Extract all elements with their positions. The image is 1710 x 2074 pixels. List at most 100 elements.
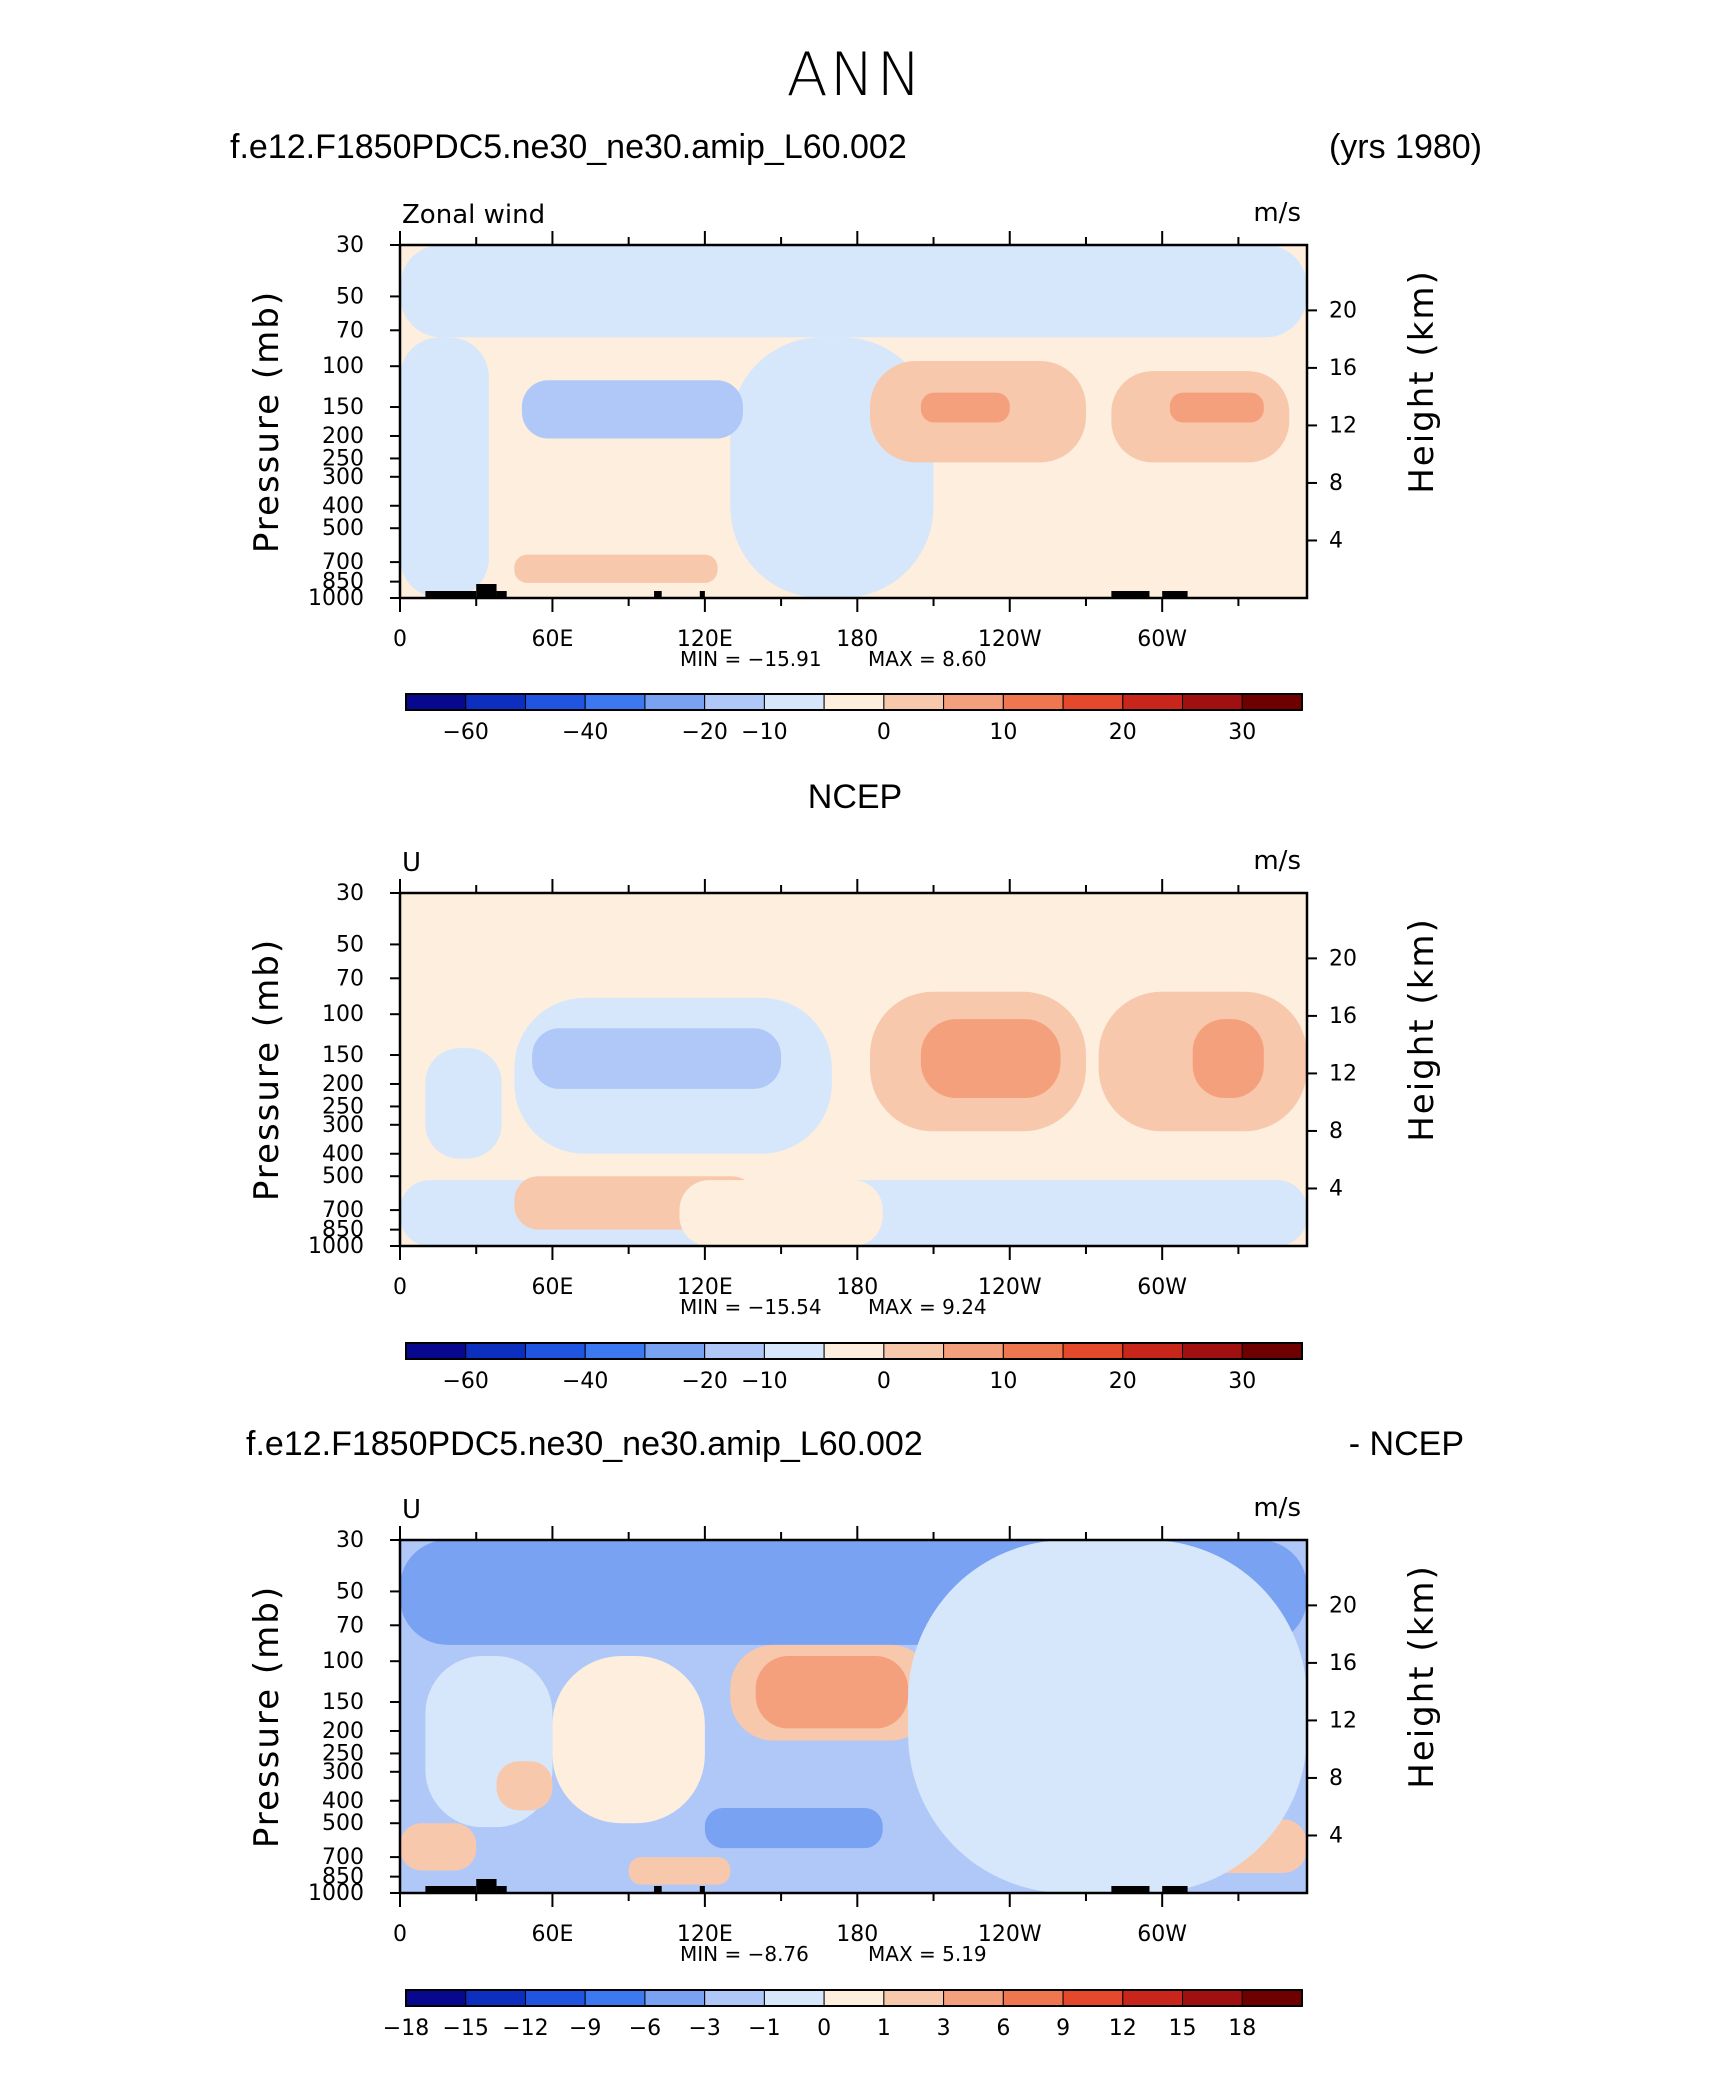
y-tick-label: 30 — [336, 881, 364, 906]
land-mask — [1162, 1886, 1188, 1893]
colorbar-box — [763, 1342, 825, 1360]
colorbar-box — [1241, 1989, 1303, 2007]
y-tick-label: 850 — [322, 1865, 364, 1890]
x-tick-label: 0 — [393, 1922, 407, 1947]
y2-tick-label: 16 — [1329, 1004, 1357, 1029]
land-mask — [476, 1879, 497, 1893]
y-tick-label: 400 — [322, 1142, 364, 1167]
land-mask — [1111, 591, 1150, 598]
colorbar-label: 3 — [937, 2016, 951, 2041]
land-mask — [654, 591, 662, 598]
contour-region — [400, 337, 489, 598]
colorbar-label: −18 — [383, 2016, 429, 2041]
x-tick-label: 60W — [1137, 1922, 1187, 1947]
units-label: m/s — [1253, 846, 1301, 876]
x-tick-label: 60E — [531, 1922, 573, 1947]
y2-tick-label: 4 — [1329, 1823, 1343, 1848]
colorbar-label: 20 — [1109, 720, 1137, 745]
y2-axis-title: Height (km) — [1402, 917, 1442, 1142]
colorbar-label: 9 — [1056, 2016, 1070, 2041]
max-label: MAX = 8.60 — [868, 647, 987, 671]
contour-region — [1169, 392, 1264, 423]
contour-region — [679, 1180, 883, 1246]
colorbar-label: −15 — [443, 2016, 489, 2041]
colorbar-box — [1182, 1342, 1243, 1360]
colorbar-box — [1062, 1989, 1124, 2007]
contour-region — [920, 1019, 1061, 1099]
y-tick-label: 200 — [322, 1072, 364, 1097]
figure-title: ANN — [786, 40, 924, 110]
contour-region — [400, 245, 1307, 338]
colorbar-box — [883, 1342, 945, 1360]
colorbar-box — [584, 1342, 646, 1360]
y-tick-label: 1000 — [308, 1234, 364, 1259]
units-label: m/s — [1253, 1493, 1301, 1523]
y-tick-label: 200 — [322, 424, 364, 449]
max-label: MAX = 9.24 — [868, 1295, 987, 1319]
contour-region — [704, 1808, 883, 1849]
colorbar-box — [1002, 693, 1064, 711]
colorbar-label: 0 — [877, 720, 891, 745]
y-tick-label: 700 — [322, 1845, 364, 1870]
colorbar-label: −10 — [741, 720, 787, 745]
y-tick-label: 100 — [322, 1002, 364, 1027]
colorbar-box — [1062, 693, 1124, 711]
x-tick-label: 180 — [836, 627, 878, 652]
y-tick-label: 500 — [322, 1164, 364, 1189]
colorbar: −60 −40 −20 −10 0 10 20 30 — [405, 1342, 1303, 1394]
colorbar-label: −6 — [629, 2016, 661, 2041]
min-label: MIN = −15.54 — [680, 1295, 822, 1319]
colorbar-label: −40 — [562, 1369, 608, 1394]
x-tick-label: 120E — [677, 627, 733, 652]
colorbar-box — [405, 693, 467, 711]
colorbar-box — [644, 693, 706, 711]
y-tick-label: 100 — [322, 1649, 364, 1674]
y-tick-label: 30 — [336, 1528, 364, 1553]
y-tick-label: 700 — [322, 1198, 364, 1223]
colorbar-box — [883, 693, 945, 711]
y-tick-label: 500 — [322, 1811, 364, 1836]
colorbar-box — [405, 1989, 467, 2007]
colorbar-label: 30 — [1228, 720, 1256, 745]
land-mask — [476, 584, 497, 598]
y2-tick-label: 8 — [1329, 1119, 1343, 1144]
plot-frame — [398, 243, 1309, 600]
colorbar-box — [1241, 693, 1303, 711]
y-tick-label: 150 — [322, 395, 364, 420]
contour-region — [496, 1761, 553, 1811]
land-mask — [699, 1886, 705, 1893]
units-label: m/s — [1253, 198, 1301, 228]
y2-tick-label: 12 — [1329, 1061, 1357, 1086]
y-tick-label: 400 — [322, 1789, 364, 1814]
y-tick-label: 70 — [336, 1613, 364, 1638]
x-tick-label: 60W — [1137, 627, 1187, 652]
y-axis-title: Pressure (mb) — [247, 290, 287, 553]
colorbar-label: −1 — [748, 2016, 780, 2041]
colorbar-label: −60 — [443, 720, 489, 745]
contour-region — [425, 1048, 502, 1159]
colorbar-box — [763, 693, 825, 711]
contour-field — [400, 245, 1307, 598]
panel1-header-right: (yrs 1980) — [1328, 128, 1482, 166]
y-tick-label: 30 — [336, 233, 364, 258]
y2-tick-label: 20 — [1329, 298, 1357, 323]
land-mask — [496, 591, 507, 598]
panel-2: 3050701001502002503004005007008501000201… — [247, 846, 1442, 1394]
colorbar-box — [943, 1342, 1004, 1360]
colorbar-box — [644, 1989, 706, 2007]
colorbar-frame — [405, 1989, 1303, 2007]
colorbar-box — [883, 1989, 945, 2007]
y2-tick-label: 20 — [1329, 1593, 1357, 1618]
y-tick-label: 1000 — [308, 1881, 364, 1906]
y-tick-label: 50 — [336, 932, 364, 957]
contour-region — [521, 380, 743, 439]
colorbar-box — [465, 1989, 526, 2007]
colorbar-box — [1122, 1989, 1184, 2007]
y-tick-label: 700 — [322, 550, 364, 575]
colorbar-box — [823, 1342, 885, 1360]
colorbar-label: 20 — [1109, 1369, 1137, 1394]
colorbar-box — [1122, 693, 1184, 711]
land-mask — [425, 591, 477, 598]
contour-region — [400, 1823, 477, 1871]
colorbar-label: −20 — [681, 1369, 727, 1394]
